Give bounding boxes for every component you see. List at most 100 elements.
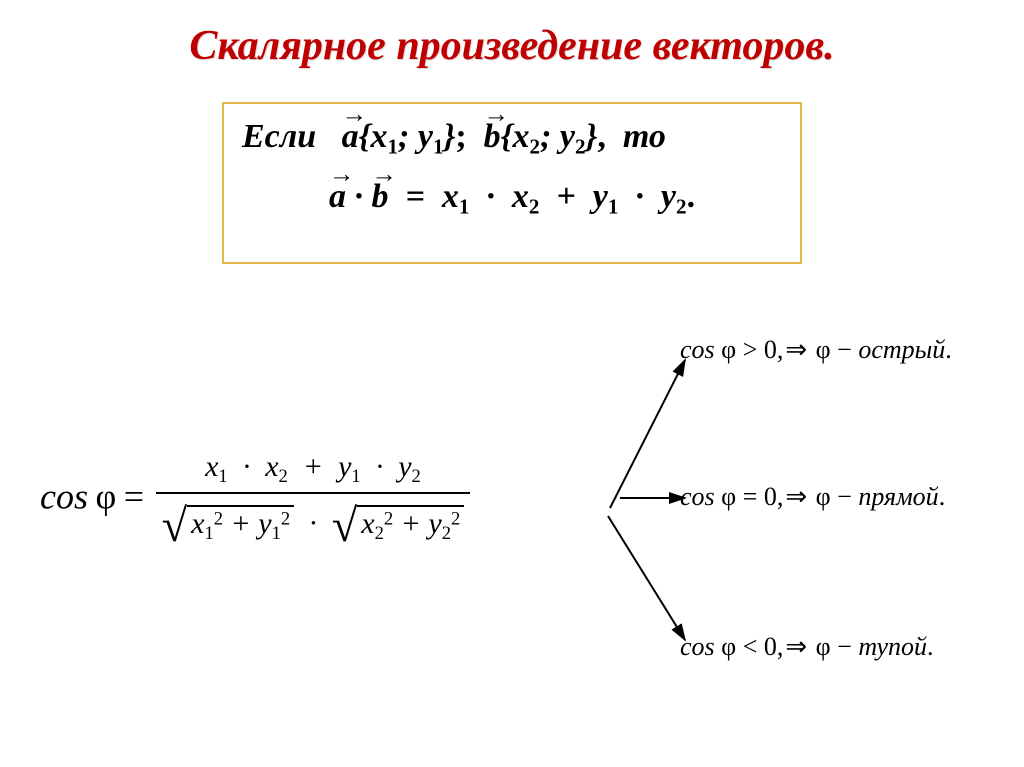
c3-rel: < — [743, 632, 758, 661]
c1-cos: cos — [680, 335, 715, 364]
dot2: · — [486, 178, 495, 215]
sqrt2: x22 + y22 — [357, 505, 464, 540]
arrow-up — [610, 360, 685, 508]
c3-period: . — [927, 632, 934, 661]
d-dot: · — [309, 507, 317, 540]
d-y1s: 1 — [272, 523, 281, 544]
c2-phi2: φ — [816, 482, 831, 511]
definition-box: Если a{x1; y1}; b{x2; y2}, то a · b = x1… — [222, 102, 802, 264]
n-dot1: · — [243, 450, 251, 483]
dot1: · — [354, 178, 363, 215]
case-acute: cos φ > 0,⇒ φ − острый. — [680, 335, 952, 365]
page-title: Скалярное произведение векторов. — [0, 22, 1024, 70]
n-y1s: 1 — [351, 466, 360, 487]
c1-val: 0, — [764, 335, 784, 364]
phi-sym: φ — [96, 476, 117, 516]
numerator: x1 · x2 + y1 · y2 — [156, 450, 471, 494]
f-y2: y — [661, 178, 676, 215]
vec-a-2: a — [329, 178, 346, 216]
n-x2: x — [265, 450, 278, 483]
cos-eq: = — [124, 476, 144, 516]
x1-sym: x — [370, 118, 387, 155]
sep1: ; — [398, 118, 409, 155]
c2-val: 0, — [764, 482, 784, 511]
c1-dash: − — [837, 335, 852, 364]
arrow-down — [608, 516, 685, 640]
f-x2s: 2 — [529, 194, 540, 218]
c2-dash: − — [837, 482, 852, 511]
condition-line: Если a{x1; y1}; b{x2; y2}, то — [242, 118, 782, 160]
c1-rel: > — [743, 335, 758, 364]
n-y2: y — [398, 450, 411, 483]
sep2: ; — [540, 118, 551, 155]
vec-b-2: b — [371, 178, 388, 216]
then-word: то — [623, 118, 666, 155]
f-y1s: 1 — [608, 194, 619, 218]
eq1: = — [405, 178, 424, 215]
c3-phi2: φ — [816, 632, 831, 661]
d-plus1: + — [231, 507, 251, 540]
d-y2sq: 2 — [451, 508, 460, 529]
c3-phi: φ — [721, 632, 736, 661]
dot-product-formula: a · b = x1 · x2 + y1 · y2. — [242, 178, 782, 220]
x1-sub: 1 — [387, 135, 398, 159]
c2-rel: = — [743, 482, 758, 511]
c2-period: . — [939, 482, 946, 511]
d-plus2: + — [401, 507, 421, 540]
f-x2: x — [512, 178, 529, 215]
c2-text: прямой — [858, 482, 938, 511]
c1-text: острый — [858, 335, 945, 364]
d-x1: x — [191, 507, 204, 540]
cosine-formula: cos φ = x1 · x2 + y1 · y2 √x12 + y12 · √… — [40, 450, 474, 553]
c2-imp: ⇒ — [783, 482, 809, 511]
d-x2sq: 2 — [384, 508, 393, 529]
n-y2s: 2 — [412, 466, 421, 487]
d-x1sq: 2 — [214, 508, 223, 529]
d-y2: y — [428, 507, 441, 540]
d-x2s: 2 — [375, 523, 384, 544]
c2-cos: cos — [680, 482, 715, 511]
c3-dash: − — [837, 632, 852, 661]
n-plus: + — [303, 450, 323, 483]
y1-sub: 1 — [433, 135, 444, 159]
c1-phi2: φ — [816, 335, 831, 364]
f-x1s: 1 — [459, 194, 470, 218]
case-obtuse: cos φ < 0,⇒ φ − тупой. — [680, 632, 934, 662]
c3-val: 0, — [764, 632, 784, 661]
c3-cos: cos — [680, 632, 715, 661]
x2-sym: x — [513, 118, 530, 155]
sqrt1: x12 + y12 — [187, 505, 294, 540]
if-word: Если — [242, 118, 316, 155]
f-y1: y — [593, 178, 608, 215]
dot3: · — [635, 178, 644, 215]
n-dot2: · — [376, 450, 384, 483]
f-y2s: 2 — [676, 194, 687, 218]
c2-phi: φ — [721, 482, 736, 511]
d-x2: x — [361, 507, 374, 540]
c3-imp: ⇒ — [783, 632, 809, 661]
n-x2s: 2 — [279, 466, 288, 487]
d-y1sq: 2 — [281, 508, 290, 529]
period1: . — [687, 178, 696, 215]
cos-lhs: cos — [40, 476, 88, 516]
plus1: + — [556, 178, 575, 215]
c3-text: тупой — [858, 632, 927, 661]
denominator: √x12 + y12 · √x22 + y22 — [156, 494, 471, 553]
vector-b: b — [484, 118, 501, 156]
case-right: cos φ = 0,⇒ φ − прямой. — [680, 482, 945, 512]
vector-a: a — [342, 118, 359, 156]
fraction: x1 · x2 + y1 · y2 √x12 + y12 · √x22 + y2… — [156, 450, 471, 553]
c1-period: . — [945, 335, 952, 364]
case-arrows — [490, 330, 690, 680]
y2-sym: y — [560, 118, 575, 155]
d-y1: y — [258, 507, 271, 540]
x2-sub: 2 — [530, 135, 541, 159]
f-x1: x — [442, 178, 459, 215]
n-x1: x — [205, 450, 218, 483]
y2-sub: 2 — [575, 135, 586, 159]
c1-imp: ⇒ — [783, 335, 809, 364]
c1-phi: φ — [721, 335, 736, 364]
d-x1s: 1 — [204, 523, 213, 544]
y1-sym: y — [418, 118, 433, 155]
n-y1: y — [338, 450, 351, 483]
